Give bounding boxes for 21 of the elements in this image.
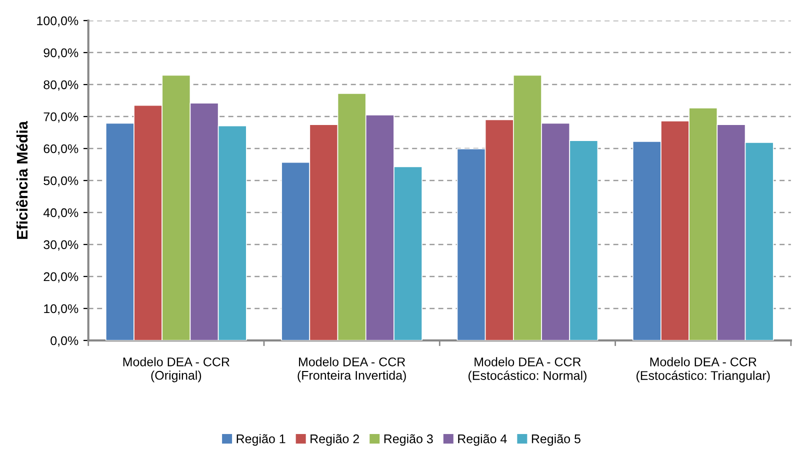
y-tick-label: 50,0% [44, 176, 78, 187]
y-tick-label: 10,0% [44, 304, 78, 315]
y-tick-label: 100,0% [37, 16, 78, 27]
y-tick-label: 60,0% [44, 144, 78, 155]
legend-label: Região 3 [384, 434, 433, 446]
legend-label: Região 4 [458, 434, 507, 446]
x-tick-label: Modelo DEA - CCR (Fronteira Invertida) [298, 357, 406, 382]
x-tick-label: Modelo DEA - CCR (Original) [123, 357, 230, 382]
y-tick-label: 70,0% [44, 112, 78, 123]
legend-label: Região 5 [532, 434, 580, 446]
x-tick-label: Modelo DEA - CCR (Estocástico: Normal) [468, 357, 586, 382]
y-tick-label: 20,0% [44, 272, 78, 283]
legend-label: Região 1 [236, 434, 286, 446]
y-tick-label: 90,0% [44, 48, 78, 59]
y-axis-title: Eficiência Média [16, 120, 28, 239]
legend-label: Região 2 [310, 434, 359, 446]
y-tick-label: 30,0% [44, 240, 78, 251]
y-tick-label: 40,0% [43, 208, 78, 219]
x-tick-label: Modelo DEA - CCR (Estocástico: Triangular) [636, 357, 770, 382]
y-tick-label: 80,0% [44, 80, 78, 91]
y-tick-label: 0,0% [50, 336, 78, 347]
